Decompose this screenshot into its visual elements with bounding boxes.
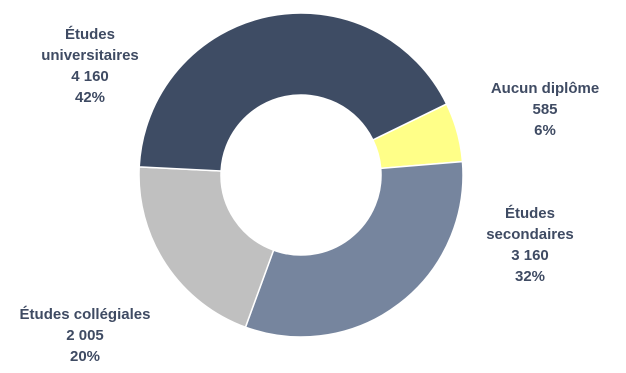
slice-value: 4 160 xyxy=(71,68,109,85)
slice-percent: 42% xyxy=(74,89,106,106)
slice-percent: 6% xyxy=(534,122,556,139)
slice-name-line: Aucun diplôme xyxy=(490,80,600,97)
slice-value: 3 160 xyxy=(511,247,549,264)
slice-label-etudes-universitaires: Études universitaires 4 160 42% xyxy=(0,24,180,108)
slice-name-line: Études xyxy=(504,205,555,222)
slice-value: 2 005 xyxy=(66,327,104,344)
slice-label-etudes-collegiales: Études collégiales 2 005 20% xyxy=(0,304,170,367)
slice-label-etudes-secondaires: Études secondaires 3 160 32% xyxy=(455,203,605,287)
donut-slice-etudes-universitaires xyxy=(138,12,448,172)
slice-label-aucun-diplome: Aucun diplôme 585 6% xyxy=(460,78,626,141)
slice-name-line: Études collégiales xyxy=(19,306,151,323)
slice-name-line: universitaires xyxy=(41,47,139,64)
donut-slice-etudes-collegiales xyxy=(138,166,275,329)
slice-value: 585 xyxy=(532,101,558,118)
slice-percent: 32% xyxy=(514,268,546,285)
slice-name-line: secondaires xyxy=(486,226,574,243)
donut-slice-etudes-secondaires xyxy=(244,160,464,338)
slice-percent: 20% xyxy=(69,348,101,365)
slice-name-line: Études xyxy=(64,26,115,43)
